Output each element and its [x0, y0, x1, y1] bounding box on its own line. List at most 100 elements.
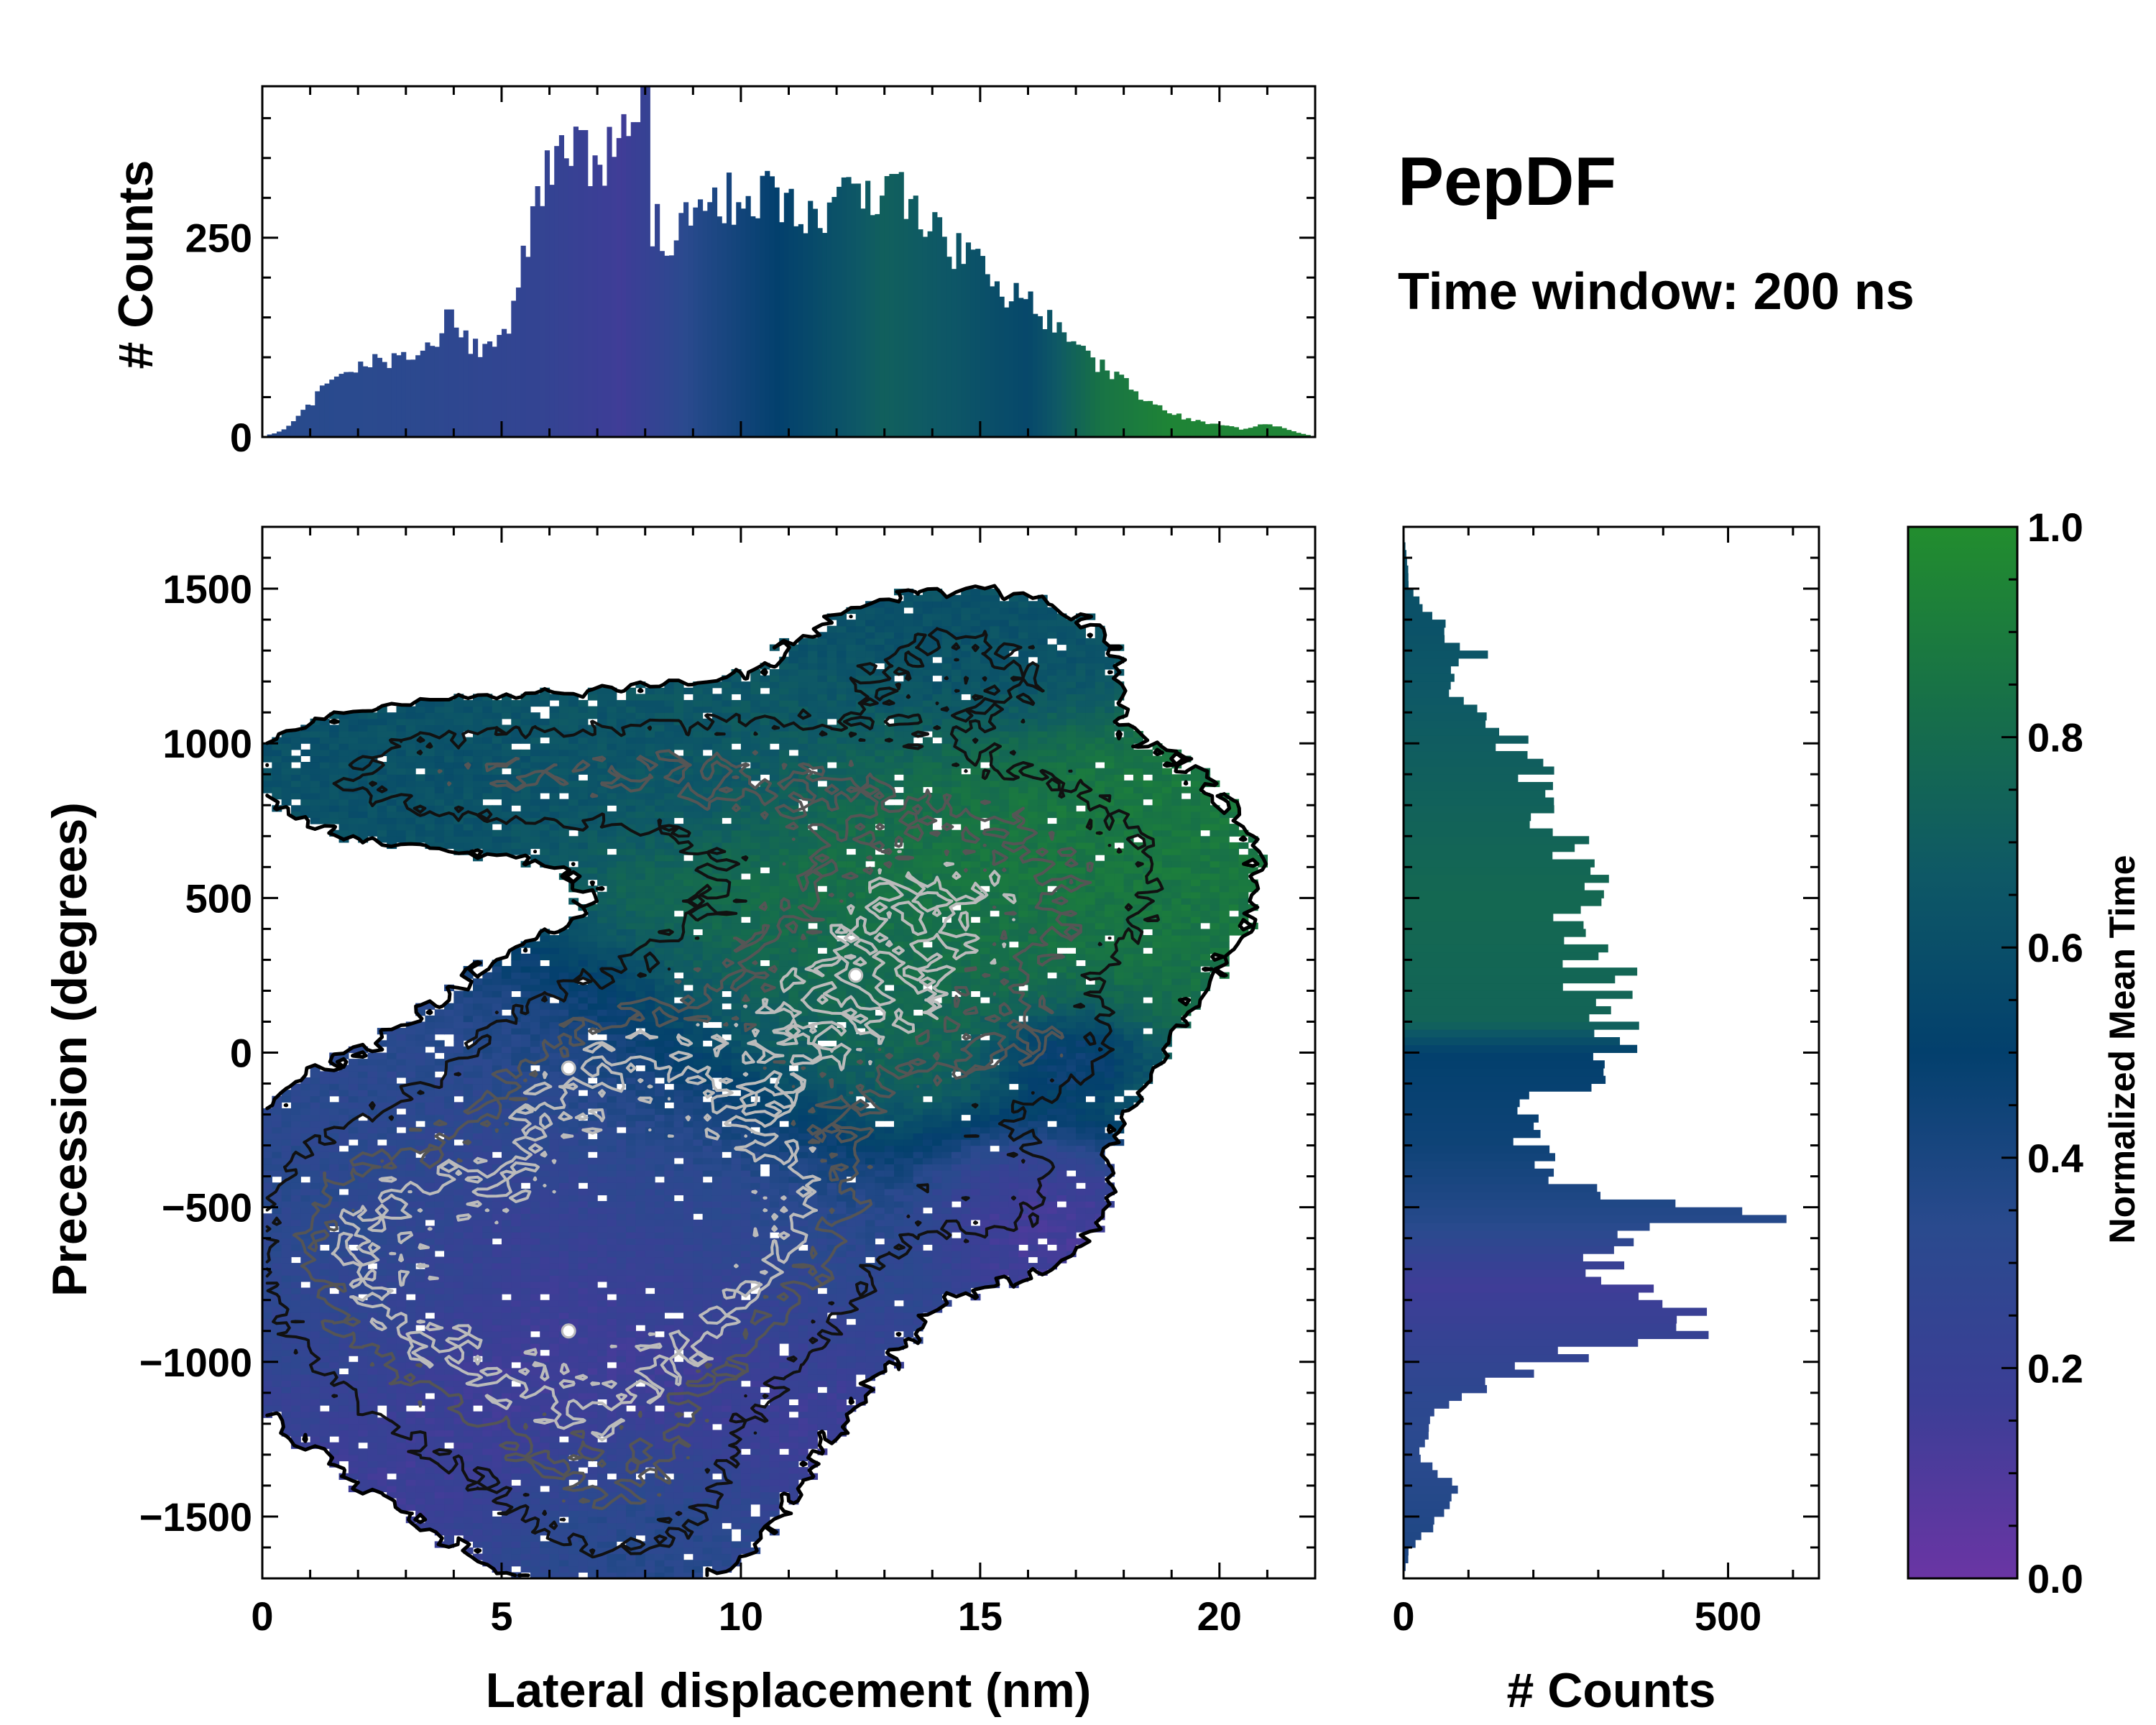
top-histogram-bar [487, 341, 493, 437]
heatmap-cell [693, 1423, 704, 1431]
heatmap-cell [338, 1201, 349, 1208]
heatmap-cell [290, 1392, 301, 1400]
heatmap-cell [693, 1498, 704, 1505]
heatmap-cell [875, 1145, 885, 1152]
heatmap-cell [951, 1244, 962, 1251]
heatmap-cell [272, 1164, 282, 1171]
heatmap-cell [492, 1448, 502, 1455]
heatmap-cell [587, 1386, 598, 1394]
heatmap-cell [635, 1306, 646, 1313]
heatmap-cell [607, 1318, 617, 1325]
heatmap-cell [664, 1498, 675, 1505]
heatmap-cell [511, 1213, 522, 1220]
heatmap-cell [415, 1219, 426, 1227]
heatmap-cell [865, 1287, 875, 1294]
heatmap-cell [999, 1238, 1010, 1245]
heatmap-cell [453, 1349, 464, 1356]
heatmap-cell [788, 1361, 799, 1368]
heatmap-cell [673, 1263, 684, 1270]
heatmap-cell [722, 1448, 732, 1455]
heatmap-cell [549, 1361, 560, 1368]
heatmap-cell [520, 1448, 531, 1455]
heatmap-cell [520, 1126, 531, 1133]
heatmap-cell [281, 1157, 292, 1165]
heatmap-cell [482, 1547, 493, 1555]
heatmap-cell [310, 1213, 321, 1220]
heatmap-cell [597, 1287, 608, 1294]
heatmap-cell [473, 1318, 483, 1325]
heatmap-cell [501, 1126, 512, 1133]
heatmap-cell [262, 1157, 272, 1165]
heatmap-cell [817, 1250, 828, 1258]
heatmap-cell [855, 1386, 866, 1394]
heatmap-cell [578, 1423, 589, 1431]
heatmap-cell [702, 1269, 713, 1276]
heatmap-cell [635, 1504, 646, 1511]
heatmap-cell [999, 1176, 1010, 1183]
heatmap-cell [262, 1133, 272, 1140]
heatmap-cell [779, 1151, 790, 1159]
heatmap-cell [329, 1399, 340, 1406]
heatmap-cell [367, 1121, 378, 1128]
heatmap-cell [673, 1287, 684, 1294]
heatmap-cell [558, 1126, 569, 1133]
heatmap-cell [951, 1281, 962, 1289]
heatmap-cell [693, 1201, 704, 1208]
heatmap-cell [673, 1479, 684, 1486]
heatmap-cell [922, 1195, 933, 1202]
heatmap-cell [329, 1454, 340, 1462]
heatmap-cell [846, 1349, 857, 1356]
heatmap-cell [645, 1133, 655, 1140]
heatmap-cell [750, 1182, 761, 1190]
heatmap-cell [300, 1380, 311, 1387]
heatmap-cell [558, 1374, 569, 1381]
heatmap-cell [645, 1374, 655, 1381]
heatmap-cell [837, 1238, 847, 1245]
heatmap-cell [281, 1238, 292, 1245]
heatmap-cell [434, 1207, 445, 1214]
heatmap-cell [616, 1145, 627, 1152]
top-histogram-bar [1118, 374, 1125, 437]
heatmap-cell [693, 1565, 704, 1573]
heatmap-cell [711, 1121, 722, 1128]
heatmap-cell [673, 1572, 684, 1579]
heatmap-cell [329, 1337, 340, 1344]
heatmap-cell [740, 1454, 751, 1462]
heatmap-cell [1008, 1269, 1019, 1276]
heatmap-cell [607, 1516, 617, 1524]
heatmap-cell [711, 1126, 722, 1133]
heatmap-cell [387, 1219, 397, 1227]
heatmap-cell [607, 1349, 617, 1356]
heatmap-cell [808, 1121, 819, 1128]
heatmap-cell [511, 1225, 522, 1233]
heatmap-cell [961, 1176, 972, 1183]
heatmap-cell [434, 1491, 445, 1499]
heatmap-cell [415, 1287, 426, 1294]
heatmap-cell [607, 1244, 617, 1251]
top-histogram-bar [755, 218, 761, 437]
heatmap-cell [760, 1356, 770, 1363]
heatmap-cell [540, 1138, 550, 1146]
heatmap-cell [722, 1392, 732, 1400]
heatmap-cell [597, 1535, 608, 1542]
heatmap-cell [922, 1232, 933, 1239]
heatmap-cell [1076, 1176, 1086, 1183]
heatmap-cell [492, 1138, 502, 1146]
heatmap-cell [702, 1256, 713, 1264]
top-histogram-bar [711, 187, 718, 437]
heatmap-cell [875, 1263, 885, 1270]
heatmap-cell [990, 1176, 1000, 1183]
heatmap-cell [616, 1250, 627, 1258]
heatmap-cell [558, 1306, 569, 1313]
heatmap-cell [425, 1294, 436, 1301]
heatmap-cell [530, 1151, 540, 1159]
heatmap-cell [740, 1541, 751, 1548]
heatmap-cell [1008, 1164, 1019, 1171]
heatmap-cell [894, 1164, 904, 1171]
heatmap-cell [558, 1312, 569, 1320]
heatmap-cell [1105, 1133, 1115, 1140]
heatmap-cell [492, 1491, 502, 1499]
heatmap-cell [1047, 1201, 1058, 1208]
heatmap-cell [635, 1188, 646, 1196]
heatmap-cell [884, 1263, 895, 1270]
